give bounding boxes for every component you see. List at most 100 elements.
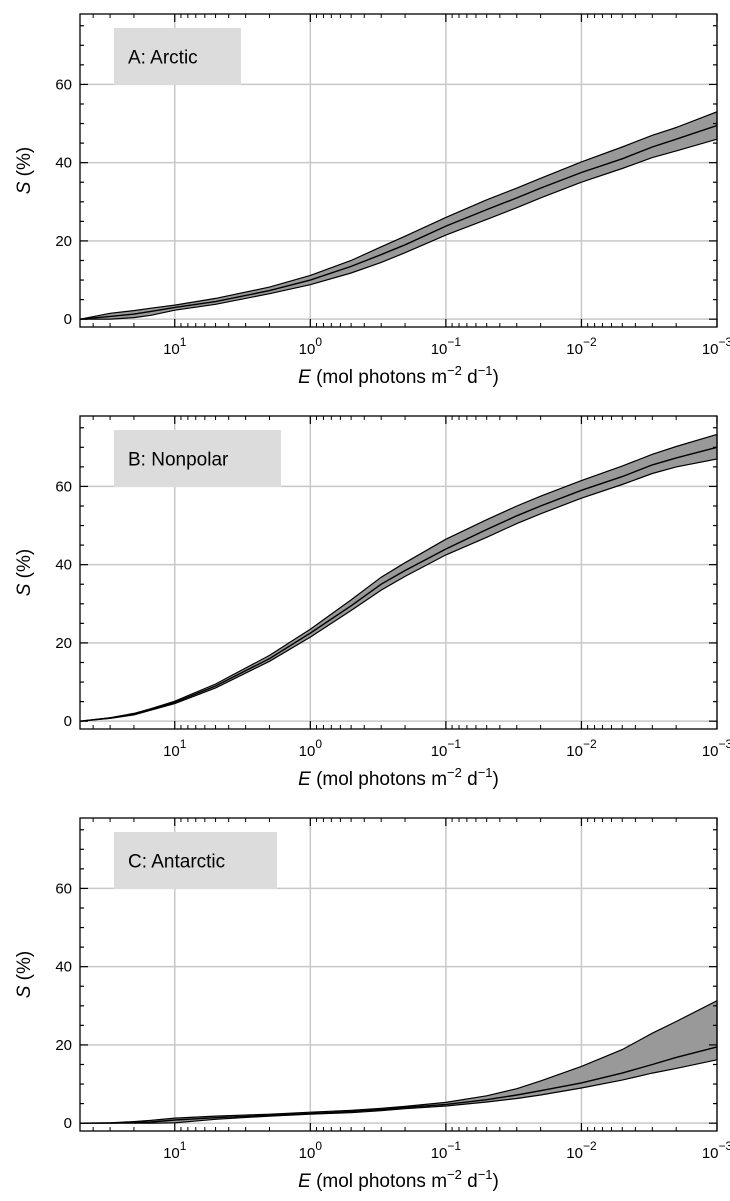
plot-frame xyxy=(79,415,718,730)
data-point xyxy=(133,714,134,715)
data-point xyxy=(581,490,582,491)
data-point xyxy=(381,584,382,585)
data-point xyxy=(133,314,134,315)
data-point xyxy=(381,1109,382,1110)
data-point xyxy=(486,209,487,210)
y-tick-label: 60 xyxy=(55,880,72,897)
median-line xyxy=(79,446,718,722)
x-tick-label: 10−3 xyxy=(702,335,730,358)
x-tick-label: 100 xyxy=(299,335,323,358)
data-point xyxy=(676,1057,677,1058)
data-point xyxy=(676,457,677,458)
data-point xyxy=(110,717,111,718)
y-tick-label: 60 xyxy=(55,76,72,93)
uncertainty-band xyxy=(79,999,718,1124)
data-point xyxy=(445,1104,446,1105)
data-point xyxy=(581,1082,582,1083)
data-point xyxy=(310,633,311,634)
y-tick-label: 20 xyxy=(55,233,72,250)
data-point xyxy=(486,529,487,530)
y-tick-label: 0 xyxy=(64,1115,72,1132)
data-point xyxy=(622,158,623,159)
data-point xyxy=(445,548,446,549)
data-point xyxy=(215,685,216,686)
x-tick-label: 100 xyxy=(299,1139,323,1162)
data-point xyxy=(622,476,623,477)
data-point xyxy=(540,505,541,506)
panel-title: C: Antarctic xyxy=(128,852,225,873)
data-point xyxy=(150,1121,151,1122)
y-tick-label: 40 xyxy=(55,959,72,976)
panel-title: B: Nonpolar xyxy=(128,450,229,471)
y-axis-label: S (%) xyxy=(14,951,35,999)
x-tick-label: 10−3 xyxy=(702,1139,730,1162)
y-axis-label: S (%) xyxy=(14,549,35,597)
y-tick-label: 60 xyxy=(55,478,72,495)
panel-title-box xyxy=(114,832,277,889)
data-point xyxy=(652,146,653,147)
data-point xyxy=(486,1099,487,1100)
panel-1: 0 20 40 60 101 100 10−1 10−2 10−3 E (mol photons … xyxy=(14,13,730,388)
y-tick-label: 40 xyxy=(55,557,72,574)
y-tick-label: 0 xyxy=(64,713,72,730)
x-tick-label: 10−2 xyxy=(566,335,597,358)
data-point xyxy=(516,515,517,516)
y-axis-label: S (%) xyxy=(14,147,35,195)
x-tick-label: 10−3 xyxy=(702,737,730,760)
uncertainty-band xyxy=(79,110,718,320)
data-point xyxy=(351,1111,352,1112)
panel-title-box xyxy=(114,430,281,487)
y-tick-label: 20 xyxy=(55,635,72,652)
data-point xyxy=(215,301,216,302)
data-point xyxy=(174,307,175,308)
panel-3: 0 20 40 60 101 100 10−1 10−2 10−3 E (mol photons … xyxy=(14,817,730,1192)
data-point xyxy=(516,197,517,198)
data-point xyxy=(405,244,406,245)
panel-2: 0 20 40 60 101 100 10−1 10−2 10−3 E (mol photons … xyxy=(14,415,730,790)
data-point xyxy=(581,172,582,173)
data-point xyxy=(215,1117,216,1118)
y-tick-label: 20 xyxy=(55,1037,72,1054)
data-point xyxy=(269,658,270,659)
data-point xyxy=(676,139,677,140)
x-tick-label: 100 xyxy=(299,737,323,760)
x-axis-label: E (mol photons m−2 d−1) xyxy=(298,765,499,790)
x-tick-label: 101 xyxy=(163,737,187,760)
data-point xyxy=(269,290,270,291)
plot-frame xyxy=(79,817,718,1132)
data-point xyxy=(150,709,151,710)
x-axis-label: E (mol photons m−2 d−1) xyxy=(298,1167,499,1192)
data-point xyxy=(405,570,406,571)
data-point xyxy=(110,316,111,317)
x-tick-label: 10−1 xyxy=(431,1139,462,1162)
data-point xyxy=(540,188,541,189)
data-point xyxy=(351,605,352,606)
data-point xyxy=(540,1090,541,1091)
data-point xyxy=(269,1115,270,1116)
data-point xyxy=(516,1094,517,1095)
data-point xyxy=(310,1113,311,1114)
data-point xyxy=(652,1064,653,1065)
data-point xyxy=(110,1122,111,1123)
data-point xyxy=(150,311,151,312)
x-tick-label: 10−2 xyxy=(566,1139,597,1162)
x-axis-label: E (mol photons m−2 d−1) xyxy=(298,363,499,388)
data-point xyxy=(405,1107,406,1108)
y-tick-label: 40 xyxy=(55,155,72,172)
data-point xyxy=(351,266,352,267)
plot-frame xyxy=(79,13,718,328)
data-point xyxy=(174,1119,175,1120)
data-point xyxy=(622,1073,623,1074)
x-tick-label: 101 xyxy=(163,1139,187,1162)
data-point xyxy=(174,702,175,703)
median-line xyxy=(79,1046,718,1124)
median-line xyxy=(79,124,718,320)
data-point xyxy=(652,464,653,465)
panel-title-box xyxy=(114,28,241,85)
data-point xyxy=(445,226,446,227)
x-tick-label: 10−2 xyxy=(566,737,597,760)
x-tick-label: 101 xyxy=(163,335,187,358)
data-point xyxy=(310,280,311,281)
y-tick-label: 0 xyxy=(64,311,72,328)
